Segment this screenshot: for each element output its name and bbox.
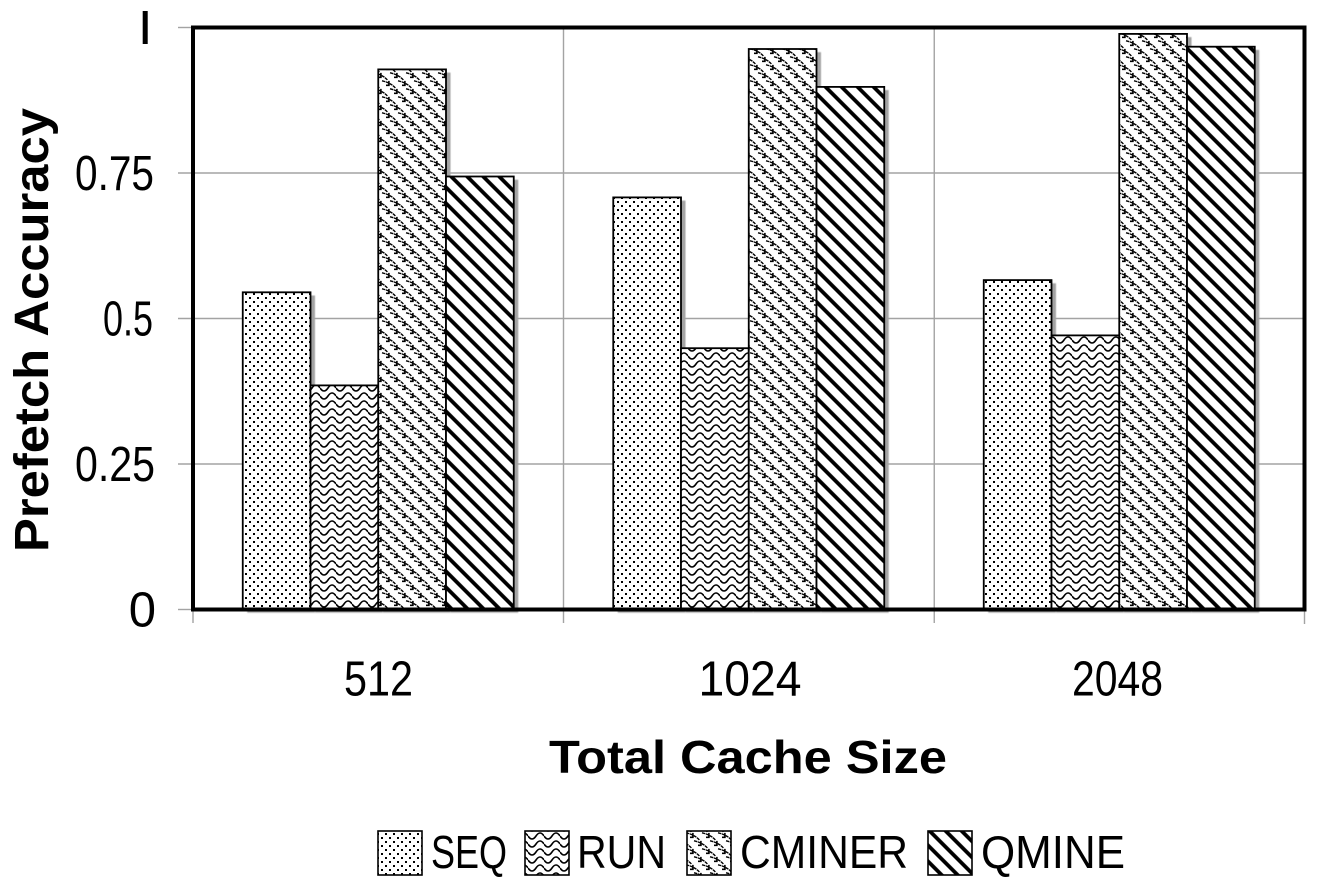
- svg-text:0: 0: [129, 584, 156, 638]
- svg-text:CMINER: CMINER: [740, 826, 908, 878]
- svg-text:Total Cache Size: Total Cache Size: [549, 731, 947, 783]
- svg-text:0.75: 0.75: [75, 147, 154, 201]
- svg-text:Prefetch Accuracy: Prefetch Accuracy: [6, 108, 59, 552]
- svg-text:0.25: 0.25: [75, 438, 155, 492]
- svg-text:QMINE: QMINE: [981, 826, 1125, 878]
- svg-text:RUN: RUN: [577, 826, 666, 878]
- svg-text:1024: 1024: [699, 653, 802, 707]
- svg-text:512: 512: [344, 653, 413, 707]
- svg-text:SEQ: SEQ: [431, 826, 507, 878]
- svg-text:0.5: 0.5: [103, 293, 153, 347]
- svg-text:2048: 2048: [1072, 653, 1163, 707]
